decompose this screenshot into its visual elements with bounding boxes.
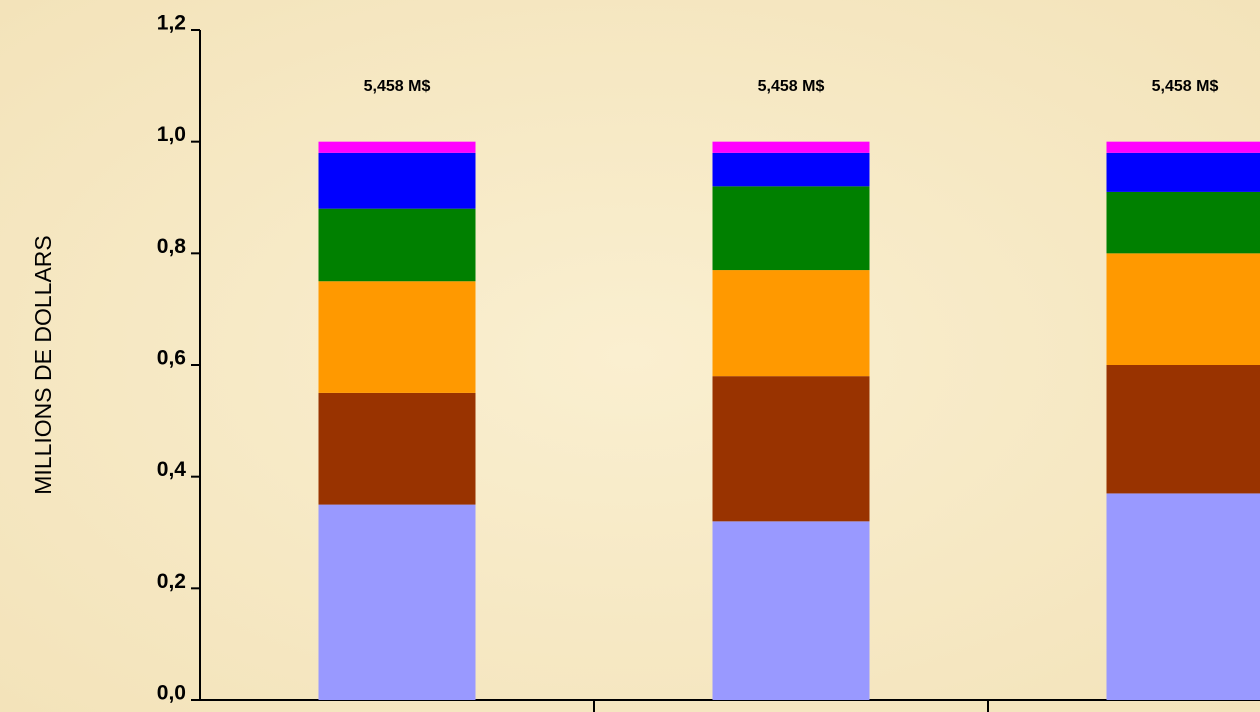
y-tick-label: 0,6 <box>157 347 186 370</box>
y-axis-title: MILLIONS DE DOLLARS <box>30 235 56 494</box>
bar-segment <box>1106 152 1260 192</box>
bar-segment <box>1106 365 1260 494</box>
bar-segment <box>712 152 870 187</box>
bar-segment <box>712 376 870 522</box>
bar-segment <box>712 270 870 377</box>
bar-segment <box>318 152 476 209</box>
y-tick-label: 0,2 <box>157 570 186 593</box>
bar-segment <box>712 186 870 271</box>
bar-segment <box>318 208 476 282</box>
bar-segment <box>318 141 476 153</box>
bar-segment <box>1106 493 1260 700</box>
y-tick-label: 0,8 <box>157 235 187 258</box>
y-tick-label: 0,4 <box>157 458 187 481</box>
bar-segment <box>318 504 476 700</box>
bar-segment <box>318 392 476 505</box>
bar-segment <box>712 521 870 700</box>
bar-total-label: 5,458 M$ <box>1152 78 1219 95</box>
y-tick-label: 0,0 <box>157 682 186 705</box>
y-tick-label: 1,2 <box>157 12 186 35</box>
bar-segment <box>1106 191 1260 254</box>
bar-segment <box>1106 253 1260 365</box>
bar-segment <box>1106 141 1260 153</box>
bar-segment <box>318 281 476 393</box>
bar-total-label: 5,458 M$ <box>364 78 431 95</box>
y-tick-label: 1,0 <box>157 123 186 146</box>
bar-segment <box>712 141 870 153</box>
bar-total-label: 5,458 M$ <box>758 78 825 95</box>
